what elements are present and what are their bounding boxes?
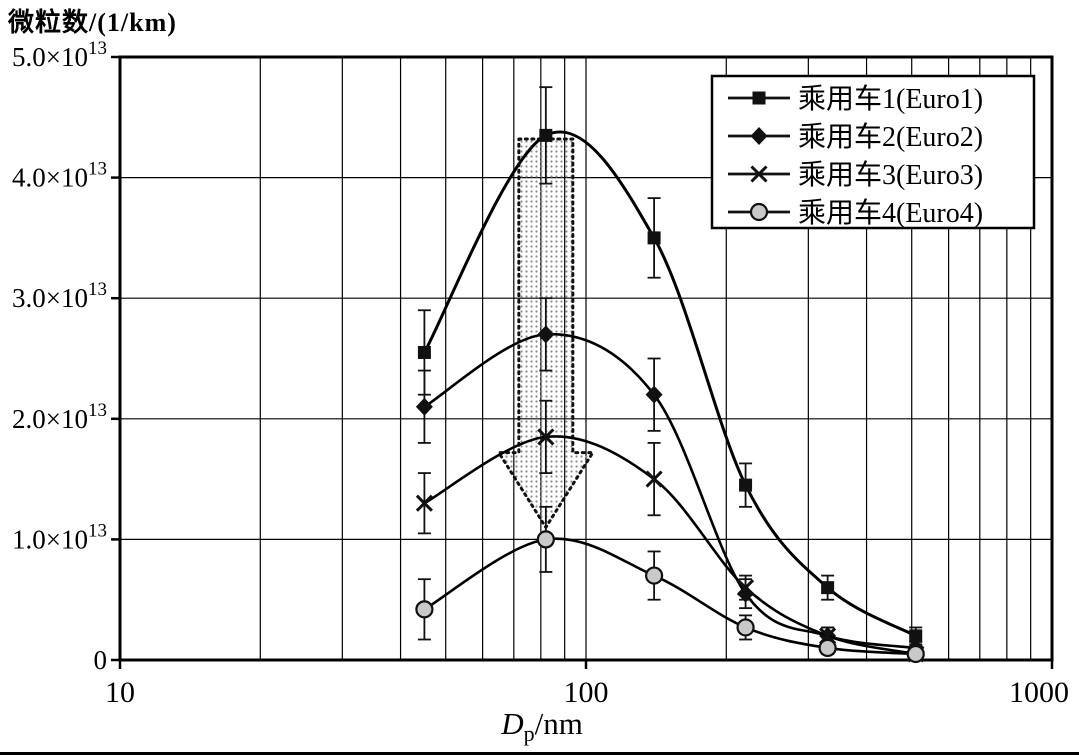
x-tick-labels: 10 100 1000 [105,676,1069,709]
square-marker [417,345,431,359]
x-marker [415,494,433,512]
legend-label: 乘用车1(Euro1) [798,83,983,115]
x-axis-subscript: p [523,721,535,747]
legend-label: 乘用车4(Euro4) [798,197,983,229]
y-tick-label: 0 [94,645,108,675]
series-line [423,435,916,656]
y-tick-label: 5.0×1013 [12,38,107,72]
x-tick-label: 10 [105,676,135,709]
figure-bottom-border [0,752,1079,755]
y-tick-label: 1.0×1013 [12,520,107,554]
y-tick-labels: 0 1.0×1013 2.0×1013 3.0×1013 4.0×1013 5.0×101… [12,38,107,675]
circle-marker [536,530,555,549]
legend-label: 乘用车2(Euro2) [798,121,983,153]
diamond-marker [750,127,768,145]
x-marker [537,428,555,446]
legend: 乘用车1(Euro1) 乘用车2(Euro2) 乘用车3(Euro3) 乘用车4(Eu… [710,74,1036,230]
x-axis-unit: /nm [534,706,583,741]
series-4 [415,505,925,664]
series-1 [417,86,923,646]
x-tick-label: 100 [564,676,609,709]
legend-box [710,74,1036,230]
circle-marker [818,638,837,658]
x-axis-symbol: D [501,706,524,741]
circle-marker [644,566,664,585]
y-tick-label: 2.0×1013 [12,400,107,434]
diamond-marker [537,325,555,344]
y-axis-title: 微粒数/(1/km) [8,8,177,37]
circle-marker [906,644,925,664]
square-marker [752,91,766,105]
legend-label: 乘用车3(Euro3) [798,159,983,191]
x-axis-title: Dp/nm [501,706,583,747]
series-3 [415,399,925,663]
x-marker [750,165,768,183]
square-marker [539,128,553,142]
circle-marker [736,618,755,637]
series-line [423,537,916,656]
circle-marker [415,600,434,619]
x-marker [737,579,755,597]
y-tick-label: 3.0×1013 [12,279,107,313]
square-marker [821,581,835,595]
square-marker [647,231,661,245]
diamond-marker [645,385,663,404]
x-tick-label: 1000 [1009,676,1069,709]
series-line [423,333,916,650]
axis-ticks [111,55,1054,669]
square-marker [739,478,753,492]
y-tick-label: 4.0×1013 [12,159,107,193]
circle-marker [749,202,769,222]
square-marker [909,629,923,643]
diamond-marker [415,397,433,416]
x-marker [645,470,663,488]
